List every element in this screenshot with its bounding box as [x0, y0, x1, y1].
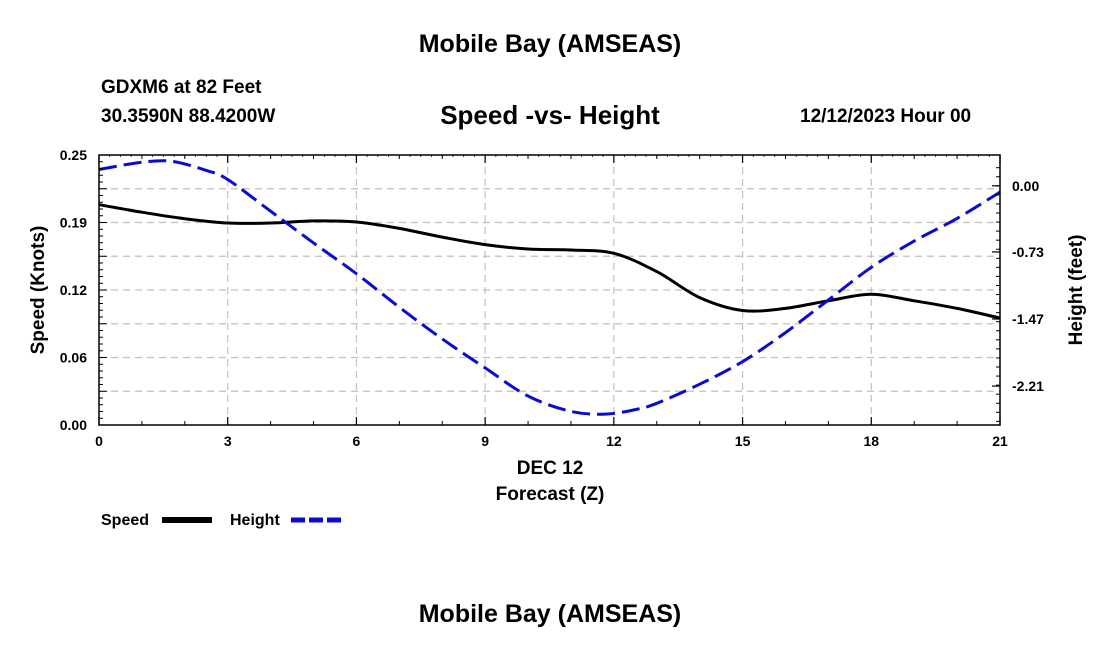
x-tick-label: 15 — [735, 433, 751, 449]
x-tick-label: 12 — [606, 433, 622, 449]
coordinates-label: 30.3590N 88.4200W — [101, 106, 276, 127]
page-title: Mobile Bay (AMSEAS) — [418, 30, 682, 58]
series-lines — [98, 159, 1001, 416]
y2-tick-label: 0.00 — [1012, 178, 1039, 194]
speed-line — [98, 203, 1001, 320]
y2-tick-label: -2.21 — [1012, 378, 1044, 394]
x-tick-label: 21 — [992, 433, 1008, 449]
y-tick-label: 0.25 — [60, 147, 87, 163]
y2-axis-label: Height (feet) — [1066, 235, 1087, 346]
x-tick-label: 9 — [481, 433, 489, 449]
chart-title: Speed -vs- Height — [440, 100, 660, 130]
y-axis-label: Speed (Knots) — [28, 226, 49, 355]
tick-labels: 0 3 6 9 12 15 18 21 0.00 0.06 0.12 0.19 0.25 0.00 -0.7… — [60, 147, 1044, 449]
grid-lines — [99, 155, 1000, 425]
x-tick-label: 0 — [95, 433, 103, 449]
station-label: GDXM6 at 82 Feet — [101, 77, 262, 98]
x-tick-label: 3 — [224, 433, 232, 449]
legend: Speed Height — [101, 512, 343, 529]
y2-tick-label: -1.47 — [1012, 311, 1044, 327]
legend-height-label: Height — [230, 512, 280, 529]
x-axis-date-label: DEC 12 — [517, 458, 584, 479]
legend-speed-label: Speed — [101, 512, 149, 529]
footer-title: Mobile Bay (AMSEAS) — [418, 600, 682, 628]
forecast-date: 12/12/2023 Hour 00 — [800, 106, 972, 127]
x-tick-label: 18 — [863, 433, 879, 449]
y2-tick-label: -0.73 — [1012, 244, 1044, 260]
x-axis-label: Forecast (Z) — [496, 484, 605, 505]
axis-ticks — [98, 154, 1001, 426]
x-tick-label: 6 — [353, 433, 361, 449]
y-tick-label: 0.00 — [60, 417, 87, 433]
y-tick-label: 0.19 — [60, 215, 87, 231]
y-tick-label: 0.06 — [60, 350, 87, 366]
height-line — [98, 159, 1001, 416]
y-tick-label: 0.12 — [60, 282, 87, 298]
